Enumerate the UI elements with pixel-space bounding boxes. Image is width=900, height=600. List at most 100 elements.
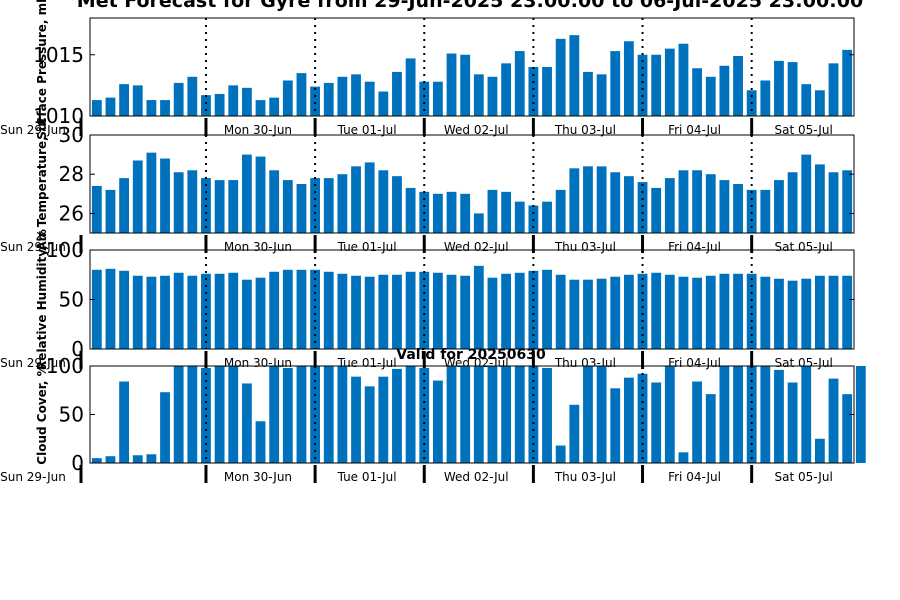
bar xyxy=(405,366,416,463)
bar xyxy=(678,43,689,117)
bar xyxy=(337,366,348,463)
bar xyxy=(664,366,675,463)
x-tick-label: Fri 04-Jul xyxy=(668,240,721,254)
bar xyxy=(719,180,730,233)
bar xyxy=(187,76,198,116)
bar xyxy=(678,170,689,233)
bar xyxy=(473,265,484,349)
x-tick-label: Thu 03-Jul xyxy=(554,470,616,484)
bar xyxy=(255,100,266,116)
bar xyxy=(801,84,812,116)
y-tick-label: 100 xyxy=(46,354,84,378)
bar xyxy=(241,87,252,116)
bar xyxy=(364,386,375,463)
bar xyxy=(555,38,566,116)
x-tick-label: Sun 29-Jun xyxy=(0,240,66,254)
bar xyxy=(460,54,471,116)
bar xyxy=(460,193,471,233)
bar xyxy=(214,93,225,116)
axes-box xyxy=(89,134,855,234)
y-tick-label: 50 xyxy=(59,288,84,312)
bar xyxy=(364,81,375,116)
bar xyxy=(419,81,430,116)
bar xyxy=(814,164,825,233)
bar xyxy=(310,269,321,349)
bar xyxy=(583,71,593,116)
bar xyxy=(296,269,307,349)
bar xyxy=(651,187,662,233)
bar xyxy=(173,172,184,233)
bar xyxy=(583,166,593,233)
bar xyxy=(432,193,443,233)
bar xyxy=(460,275,471,349)
bar xyxy=(392,176,402,233)
bar xyxy=(201,95,211,116)
bar xyxy=(733,366,743,463)
bar xyxy=(787,62,798,116)
bar xyxy=(105,268,116,349)
bar xyxy=(664,178,675,233)
bar xyxy=(528,270,539,349)
bar xyxy=(405,271,416,349)
x-tick-label: Sat 05-Jul xyxy=(775,470,833,484)
bar xyxy=(637,373,648,463)
bar xyxy=(555,274,566,349)
bar xyxy=(241,383,252,463)
bar xyxy=(514,201,525,233)
bar xyxy=(842,170,853,233)
bar xyxy=(596,278,607,349)
bar xyxy=(146,276,157,349)
bar xyxy=(460,366,471,463)
bar xyxy=(392,368,402,463)
bar xyxy=(719,65,730,116)
bar xyxy=(487,277,498,349)
bar xyxy=(774,369,784,463)
bar xyxy=(119,270,130,349)
bar xyxy=(132,455,143,463)
bar xyxy=(774,278,784,349)
x-tick-label: Tue 01-Jul xyxy=(337,123,397,137)
bar xyxy=(637,54,648,116)
bar xyxy=(269,366,280,463)
bar xyxy=(378,91,389,116)
bar xyxy=(528,366,539,463)
bar xyxy=(842,394,853,463)
x-tick-label: Sat 05-Jul xyxy=(775,123,833,137)
bar xyxy=(269,170,280,233)
bar xyxy=(542,67,552,116)
bar xyxy=(91,458,102,463)
x-tick-label: Wed 02-Jul xyxy=(444,123,509,137)
bar xyxy=(432,380,443,463)
bar xyxy=(501,273,512,349)
bar xyxy=(733,55,743,116)
bar xyxy=(678,452,689,463)
bar xyxy=(446,53,457,116)
x-tick-label: Sun 29-Jun xyxy=(0,470,66,484)
bar xyxy=(296,73,307,117)
x-tick-label: Fri 04-Jul xyxy=(668,356,721,370)
bar xyxy=(173,272,184,349)
bar xyxy=(828,378,839,463)
bar xyxy=(282,80,293,116)
bar xyxy=(842,275,853,349)
bar xyxy=(473,74,484,116)
bar xyxy=(692,381,703,463)
bar xyxy=(228,180,239,233)
bar xyxy=(228,85,239,117)
bar xyxy=(487,76,498,116)
bar xyxy=(296,184,307,233)
bar xyxy=(105,97,116,117)
bar xyxy=(651,272,662,349)
bar xyxy=(487,189,498,233)
bar xyxy=(91,269,102,349)
x-tick-label: Mon 30-Jun xyxy=(224,470,292,484)
bar xyxy=(351,275,361,349)
bar xyxy=(623,176,634,233)
y-tick-label: 1010 xyxy=(33,104,84,128)
bar xyxy=(610,172,621,233)
bar xyxy=(705,275,716,349)
bar xyxy=(760,80,771,116)
x-tick-label: Wed 02-Jul xyxy=(444,470,509,484)
